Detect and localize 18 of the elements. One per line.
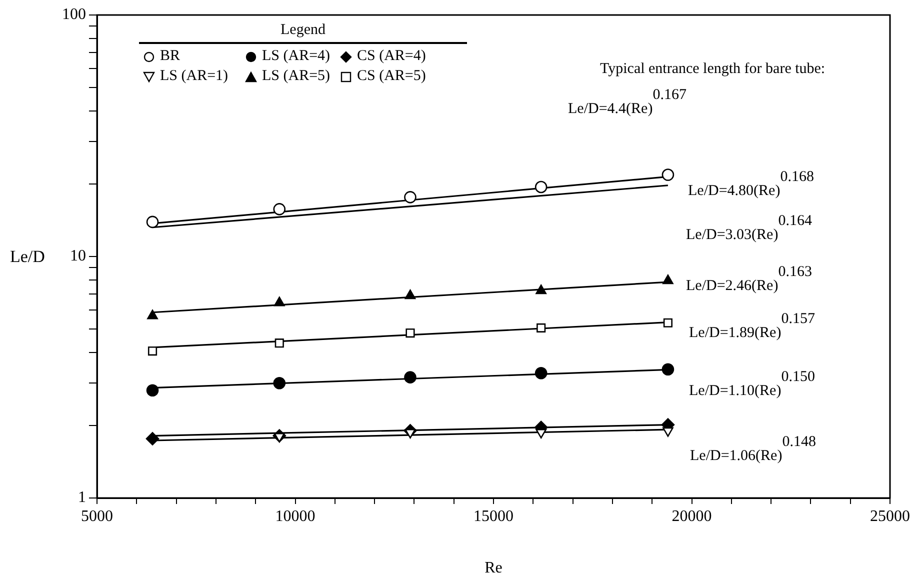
legend-label: BR	[160, 48, 180, 65]
y-tick-label: 100	[62, 6, 86, 24]
x-tick-label: 20000	[672, 508, 712, 525]
x-tick-label: 10000	[275, 508, 316, 525]
y-tick-label: 1	[78, 489, 86, 506]
x-tick-label: 5000	[81, 508, 113, 525]
legend-title: Legend	[280, 22, 326, 40]
x-tick-label: 15000	[474, 508, 514, 525]
x-tick-label: 25000	[870, 508, 910, 525]
y-axis-title: Le/D	[10, 246, 45, 266]
legend-label: LS (AR=4)	[262, 48, 330, 65]
x-axis-title: Re	[484, 560, 502, 577]
y-tick-label: 10	[70, 248, 86, 265]
legend-label: LS (AR=5)	[262, 68, 330, 85]
legend-label: CS (AR=5)	[357, 68, 426, 85]
legend-label: CS (AR=4)	[357, 48, 426, 65]
legend-label: LS (AR=1)	[160, 68, 228, 85]
annotation: Typical entrance length for bare tube:	[600, 61, 826, 77]
